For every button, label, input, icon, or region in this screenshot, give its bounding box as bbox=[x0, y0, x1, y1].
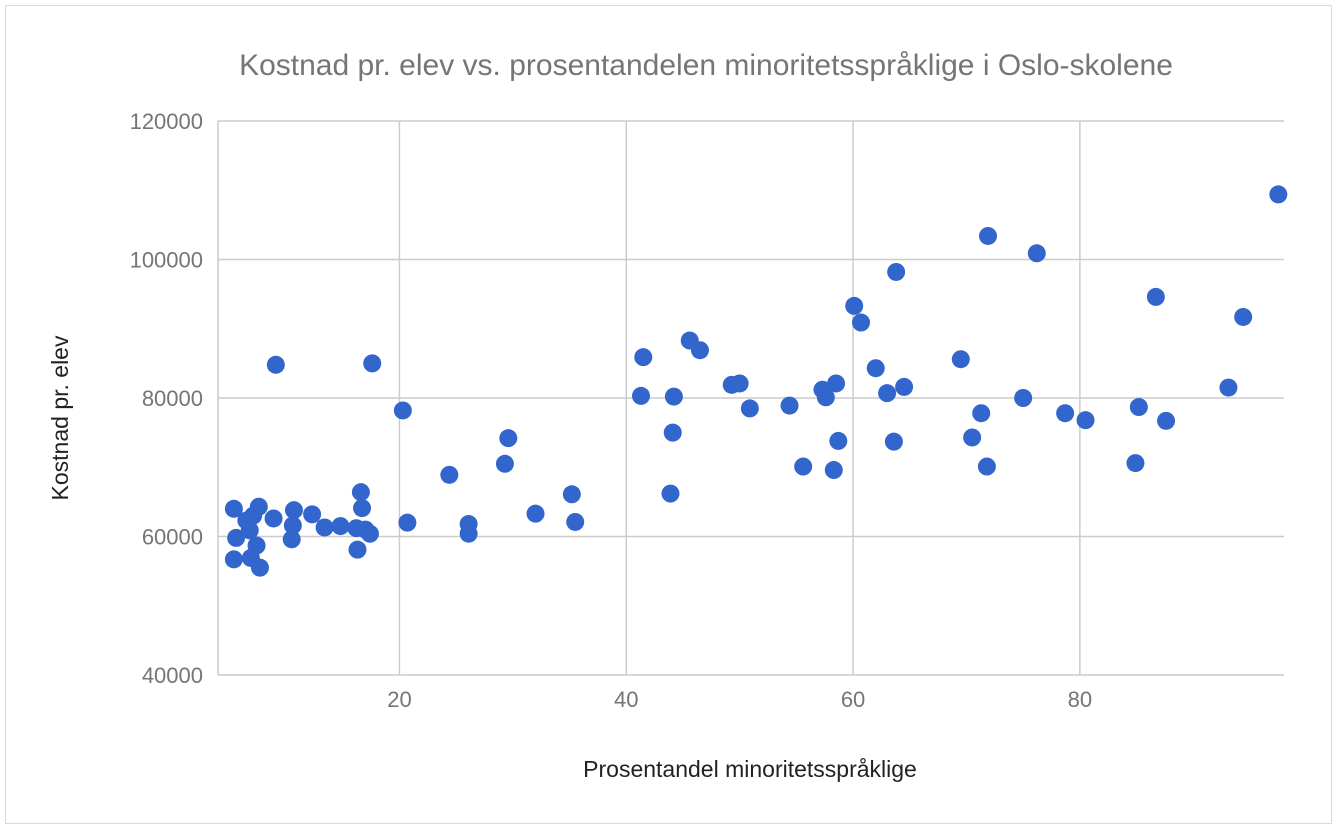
x-tick-label: 80 bbox=[1068, 687, 1092, 712]
data-point bbox=[866, 359, 885, 378]
data-point bbox=[730, 374, 749, 393]
data-point bbox=[878, 384, 897, 403]
data-point bbox=[440, 465, 459, 484]
data-point bbox=[979, 226, 998, 245]
data-point bbox=[1219, 378, 1238, 397]
data-point bbox=[250, 558, 269, 577]
x-tick-labels: 20 40 60 80 bbox=[387, 687, 1092, 712]
chart-frame bbox=[5, 5, 1332, 824]
data-point bbox=[895, 377, 914, 396]
data-point bbox=[303, 505, 322, 524]
data-point bbox=[247, 536, 266, 555]
x-tick-label: 40 bbox=[614, 687, 638, 712]
data-point bbox=[663, 423, 682, 442]
data-point bbox=[1076, 411, 1095, 430]
chart-title: Kostnad pr. elev vs. prosentandelen mino… bbox=[239, 49, 1173, 82]
y-tick-label: 80000 bbox=[142, 386, 203, 411]
data-point bbox=[972, 404, 991, 423]
data-point bbox=[884, 432, 903, 451]
y-tick-label: 120000 bbox=[130, 109, 203, 134]
data-point bbox=[963, 428, 982, 447]
data-point bbox=[224, 499, 243, 518]
data-point bbox=[1056, 404, 1075, 423]
x-tick-label: 60 bbox=[841, 687, 865, 712]
data-point bbox=[829, 431, 848, 450]
data-point bbox=[282, 530, 301, 549]
x-tick-label: 20 bbox=[387, 687, 411, 712]
data-point bbox=[794, 457, 813, 476]
data-point bbox=[348, 540, 367, 559]
data-point bbox=[360, 524, 379, 543]
data-point bbox=[977, 457, 996, 476]
data-point bbox=[566, 512, 585, 531]
data-point bbox=[1129, 398, 1148, 417]
data-point bbox=[951, 350, 970, 369]
data-point bbox=[845, 296, 864, 315]
data-point bbox=[499, 429, 518, 448]
data-point bbox=[816, 388, 835, 407]
data-point bbox=[1234, 307, 1253, 326]
data-point bbox=[227, 528, 246, 547]
data-point bbox=[1146, 287, 1165, 306]
data-point bbox=[634, 348, 653, 367]
data-point bbox=[526, 504, 545, 523]
data-point bbox=[887, 262, 906, 281]
y-axis-title: Kostnad pr. elev bbox=[47, 335, 73, 500]
data-point bbox=[459, 524, 478, 543]
data-point bbox=[824, 461, 843, 480]
data-point bbox=[661, 484, 680, 503]
data-point bbox=[363, 354, 382, 373]
data-point bbox=[283, 516, 302, 535]
grid-lines bbox=[217, 120, 1284, 676]
data-point bbox=[690, 341, 709, 360]
data-point bbox=[1269, 185, 1288, 204]
y-tick-labels: 40000 60000 80000 100000 120000 bbox=[130, 109, 203, 688]
x-axis-title: Prosentandel minoritetsspråklige bbox=[583, 756, 917, 782]
data-point bbox=[740, 399, 759, 418]
data-point bbox=[224, 550, 243, 569]
data-point bbox=[827, 374, 846, 393]
data-point bbox=[780, 396, 799, 415]
data-point bbox=[495, 454, 514, 473]
data-point bbox=[240, 521, 259, 540]
data-point bbox=[1126, 454, 1145, 473]
data-point bbox=[266, 355, 285, 374]
data-point bbox=[664, 387, 683, 406]
y-tick-label: 60000 bbox=[142, 525, 203, 550]
data-point bbox=[1027, 244, 1046, 263]
y-tick-label: 40000 bbox=[142, 663, 203, 688]
data-point bbox=[631, 386, 650, 405]
data-point bbox=[284, 501, 303, 520]
data-point bbox=[1014, 389, 1033, 407]
data-point bbox=[393, 401, 412, 420]
data-point bbox=[353, 499, 372, 518]
data-point bbox=[562, 485, 581, 504]
data-point bbox=[398, 513, 417, 532]
data-point bbox=[852, 313, 871, 332]
data-point bbox=[264, 509, 283, 528]
y-tick-label: 100000 bbox=[130, 248, 203, 273]
data-points bbox=[224, 185, 1288, 577]
data-point bbox=[249, 497, 268, 516]
data-point bbox=[1157, 411, 1176, 430]
data-point bbox=[315, 518, 334, 537]
data-point bbox=[351, 483, 370, 502]
data-point bbox=[331, 517, 350, 536]
